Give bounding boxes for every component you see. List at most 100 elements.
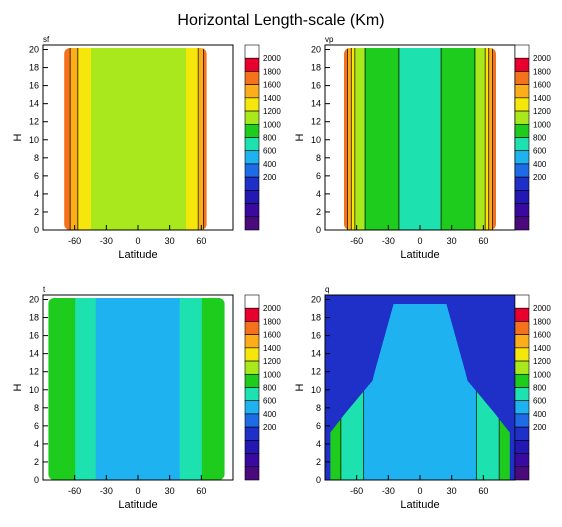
colorbar-box (514, 426, 530, 441)
contour-band (167, 48, 170, 230)
contour-band (205, 48, 207, 230)
contour-band (478, 48, 481, 230)
contour-band (138, 298, 141, 480)
contour-band (129, 48, 132, 230)
colorbar-label: 1400 (263, 94, 281, 103)
colorbar-box (244, 400, 260, 415)
contour-band (149, 298, 152, 480)
colorbar-box (514, 347, 530, 362)
colorbar-label: 800 (533, 134, 547, 143)
contour-band (382, 48, 385, 230)
contour-band (102, 298, 105, 480)
contour-fill (344, 48, 496, 230)
contour-band (445, 304, 449, 480)
x-tick-label: 60 (478, 486, 488, 496)
contour-band (94, 48, 97, 230)
contour-band (408, 48, 412, 230)
contour-band (87, 48, 91, 230)
colorbar-box (514, 71, 530, 85)
contour-band (429, 48, 432, 230)
colorbar-box (514, 334, 530, 349)
contour-band (143, 298, 146, 480)
colorbar-box (514, 110, 530, 125)
contour-band (385, 304, 388, 480)
colorbar-box (244, 44, 260, 59)
contour-band (382, 304, 385, 480)
contour-band (73, 298, 76, 480)
contour-band (163, 48, 167, 230)
contour-band (463, 304, 466, 480)
colorbar-label: 800 (263, 134, 277, 143)
figure-title: Horizontal Length-scale (Km) (177, 12, 384, 29)
contour-band (116, 298, 119, 480)
contour-band (170, 48, 173, 230)
contour-band (206, 298, 209, 480)
contour-band (211, 298, 214, 480)
colorbar-box (514, 137, 530, 152)
contour-band (370, 48, 374, 230)
colorbar: 2000 1800 1600 1400 1200 1000 800 600 400 200 (244, 44, 281, 231)
colorbar-label: 1400 (533, 344, 551, 353)
colorbar-box (244, 347, 260, 362)
contour-band (356, 48, 359, 230)
contour-band (132, 298, 135, 480)
contour-band (121, 298, 124, 480)
x-tick-label: 0 (417, 236, 422, 246)
contour-band (461, 304, 464, 480)
contour-band (92, 298, 95, 480)
contour-band (78, 298, 81, 480)
y-tick-label: 20 (29, 295, 39, 305)
colorbar-box (514, 44, 530, 59)
contour-band (170, 298, 173, 480)
y-tick-label: 12 (29, 117, 39, 127)
contour-band (415, 48, 418, 230)
colorbar-box (514, 150, 530, 165)
contour-band (73, 48, 76, 230)
contour-band (190, 298, 193, 480)
y-axis-label: H (12, 383, 24, 391)
contour-band (51, 298, 54, 480)
contour-band (64, 298, 67, 480)
contour-band (72, 298, 75, 480)
contour-band (439, 304, 442, 480)
contour-band (430, 304, 433, 480)
contour-band (480, 48, 483, 230)
colorbar-label: 1600 (533, 81, 551, 90)
contour-band (477, 48, 480, 230)
colorbar-box (244, 294, 260, 309)
x-axis-label: Latitude (118, 249, 157, 261)
contour-band (92, 48, 95, 230)
contour-band (159, 48, 162, 230)
y-tick-label: 8 (316, 153, 321, 163)
contour-band (483, 48, 486, 230)
contour-band (399, 304, 403, 480)
contour-band (200, 48, 203, 230)
colorbar-label: 1000 (263, 120, 281, 129)
colorbar-label: 600 (263, 397, 277, 406)
y-tick-label: 4 (316, 189, 321, 199)
contour-band (186, 298, 189, 480)
contour-band (374, 304, 377, 480)
y-axis-label: H (12, 133, 24, 141)
colorbar-label: 1200 (533, 107, 551, 116)
contour-band (181, 48, 184, 230)
colorbar-box (244, 387, 260, 402)
contour-band (81, 298, 84, 480)
contour-band (176, 298, 179, 480)
contour-band (458, 48, 461, 230)
contour-band (163, 298, 167, 480)
contour-band (67, 298, 70, 480)
contour-band (404, 304, 407, 480)
contour-band (224, 298, 225, 480)
contour-band (436, 304, 439, 480)
contour-band (165, 298, 168, 480)
contour-band (124, 298, 127, 480)
contour-band (54, 298, 57, 480)
colorbar-box (244, 426, 260, 441)
contour-band (212, 298, 216, 480)
y-tick-label: 10 (311, 385, 321, 395)
contour-band (413, 48, 416, 230)
contour-band (437, 48, 440, 230)
contour-band (160, 298, 163, 480)
contour-band (162, 48, 165, 230)
